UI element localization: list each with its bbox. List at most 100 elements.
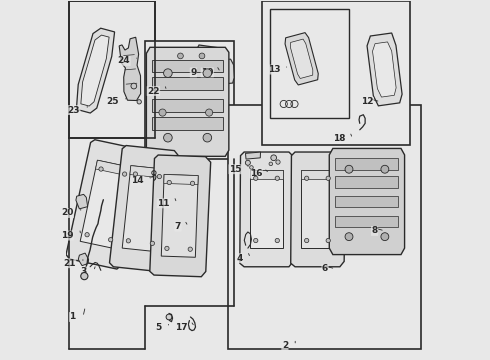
Circle shape xyxy=(131,83,137,89)
Text: 6: 6 xyxy=(322,265,328,274)
Text: 5: 5 xyxy=(155,323,162,332)
Polygon shape xyxy=(285,33,319,85)
Polygon shape xyxy=(329,148,405,255)
Circle shape xyxy=(381,165,389,173)
Circle shape xyxy=(165,246,169,251)
Circle shape xyxy=(122,172,127,176)
Text: 9: 9 xyxy=(190,68,196,77)
Circle shape xyxy=(108,238,113,242)
Circle shape xyxy=(381,233,389,240)
Bar xyxy=(262,1,410,145)
Polygon shape xyxy=(96,160,131,176)
Circle shape xyxy=(205,109,213,116)
Polygon shape xyxy=(152,99,223,112)
Text: 18: 18 xyxy=(333,134,345,143)
Circle shape xyxy=(85,233,89,237)
Polygon shape xyxy=(240,152,294,267)
Text: 21: 21 xyxy=(63,259,76,268)
Circle shape xyxy=(191,181,195,185)
Circle shape xyxy=(203,69,212,77)
Polygon shape xyxy=(335,176,398,188)
Circle shape xyxy=(326,176,330,180)
Polygon shape xyxy=(78,253,89,266)
Polygon shape xyxy=(152,77,223,90)
Circle shape xyxy=(164,69,172,77)
Polygon shape xyxy=(212,59,234,85)
Polygon shape xyxy=(161,175,198,257)
Text: 8: 8 xyxy=(371,226,378,235)
Polygon shape xyxy=(191,45,218,91)
Text: 13: 13 xyxy=(269,65,281,74)
Polygon shape xyxy=(110,145,179,272)
Polygon shape xyxy=(164,175,198,185)
Circle shape xyxy=(254,176,258,180)
Circle shape xyxy=(304,238,309,243)
Polygon shape xyxy=(367,33,402,106)
Polygon shape xyxy=(195,51,213,85)
Polygon shape xyxy=(147,47,229,156)
Circle shape xyxy=(157,174,162,179)
Circle shape xyxy=(345,233,353,240)
Text: 2: 2 xyxy=(282,341,288,350)
Polygon shape xyxy=(291,39,313,78)
Circle shape xyxy=(167,180,171,185)
Circle shape xyxy=(166,314,172,320)
Circle shape xyxy=(275,238,279,243)
Polygon shape xyxy=(76,28,115,113)
Polygon shape xyxy=(66,140,147,269)
Text: 20: 20 xyxy=(61,208,74,217)
Text: 12: 12 xyxy=(361,97,373,106)
Circle shape xyxy=(250,166,253,169)
Polygon shape xyxy=(335,158,398,170)
Circle shape xyxy=(326,238,330,243)
Circle shape xyxy=(150,241,154,246)
Circle shape xyxy=(245,160,250,165)
Circle shape xyxy=(177,53,183,59)
Bar xyxy=(146,41,234,159)
Text: 3: 3 xyxy=(80,267,87,276)
Circle shape xyxy=(159,109,166,116)
Circle shape xyxy=(133,172,138,176)
Text: 11: 11 xyxy=(157,199,170,208)
Circle shape xyxy=(275,176,279,180)
Text: 7: 7 xyxy=(175,222,181,231)
Circle shape xyxy=(269,162,272,166)
Polygon shape xyxy=(119,37,141,100)
Polygon shape xyxy=(150,155,211,277)
Polygon shape xyxy=(291,152,345,267)
Bar xyxy=(228,105,421,349)
Text: 17: 17 xyxy=(175,323,188,332)
Polygon shape xyxy=(250,170,283,248)
Text: 23: 23 xyxy=(68,105,80,114)
Circle shape xyxy=(203,134,212,142)
Text: 4: 4 xyxy=(237,254,243,263)
Text: 10: 10 xyxy=(201,68,214,77)
Polygon shape xyxy=(301,170,334,248)
Circle shape xyxy=(137,100,141,104)
Circle shape xyxy=(81,273,88,280)
Polygon shape xyxy=(152,117,223,130)
Circle shape xyxy=(276,160,280,164)
Polygon shape xyxy=(80,160,131,248)
Polygon shape xyxy=(152,59,223,72)
Circle shape xyxy=(304,176,309,180)
Polygon shape xyxy=(151,57,172,103)
Text: 22: 22 xyxy=(147,86,160,95)
Text: 1: 1 xyxy=(70,312,76,321)
Circle shape xyxy=(126,239,130,243)
Circle shape xyxy=(188,247,193,251)
Polygon shape xyxy=(245,152,261,159)
Circle shape xyxy=(164,134,172,142)
Polygon shape xyxy=(130,166,166,178)
Polygon shape xyxy=(301,170,334,179)
Text: 16: 16 xyxy=(250,169,262,178)
Polygon shape xyxy=(250,170,283,179)
Text: 19: 19 xyxy=(61,231,74,240)
Polygon shape xyxy=(335,216,398,227)
Circle shape xyxy=(99,167,103,171)
Polygon shape xyxy=(76,194,88,209)
Bar xyxy=(270,9,349,118)
Text: 24: 24 xyxy=(118,57,130,66)
Circle shape xyxy=(345,165,353,173)
Polygon shape xyxy=(372,42,396,97)
